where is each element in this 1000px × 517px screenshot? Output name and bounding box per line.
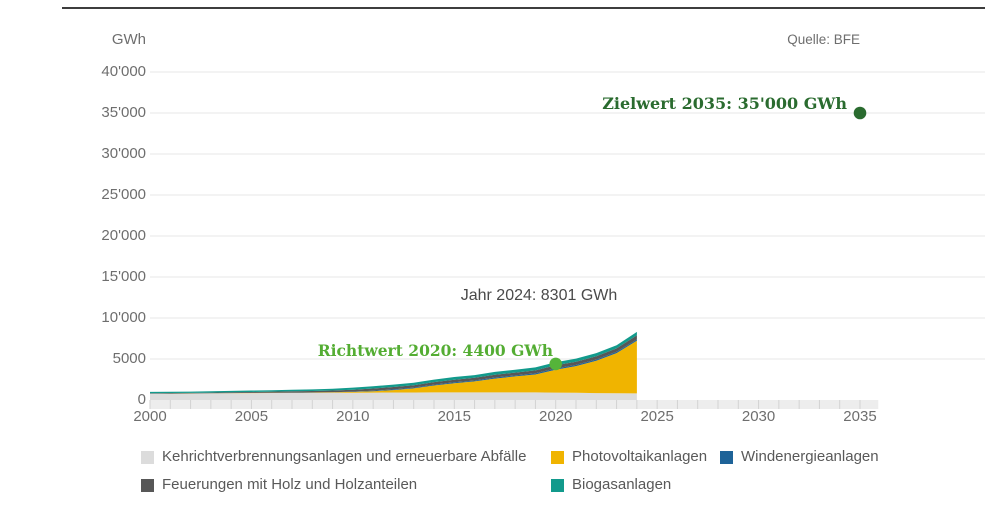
legend-label: Feuerungen mit Holz und Holzanteilen bbox=[162, 476, 418, 493]
y-tick-label-25000: 25'000 bbox=[101, 186, 146, 203]
y-tick-label-10000: 10'000 bbox=[101, 309, 146, 326]
annotation-richtwert-2020: Richtwert 2020: 4400 GWh bbox=[317, 341, 553, 360]
y-tick-label-30000: 30'000 bbox=[101, 145, 146, 162]
legend-item-photovoltaikanlagen[interactable]: Photovoltaikanlagen bbox=[551, 449, 707, 465]
x-tick-label-2020: 2020 bbox=[539, 408, 573, 425]
y-tick-label-20000: 20'000 bbox=[101, 227, 146, 244]
area-photovoltaikanlagen bbox=[150, 340, 637, 394]
legend-swatch-icon bbox=[720, 450, 733, 464]
x-tick-label-2005: 2005 bbox=[234, 408, 269, 425]
y-tick-label-40000: 40'000 bbox=[101, 63, 146, 80]
legend-label: Biogasanlagen bbox=[572, 476, 672, 493]
x-tick-label-2030: 2030 bbox=[741, 408, 776, 425]
legend-swatch-icon bbox=[141, 450, 154, 464]
stacked-area-chart bbox=[149, 71, 985, 409]
top-divider bbox=[62, 7, 985, 9]
y-tick-label-5000: 5000 bbox=[112, 350, 146, 367]
x-tick-label-2025: 2025 bbox=[640, 408, 674, 425]
y-tick-label-35000: 35'000 bbox=[101, 104, 146, 121]
legend-item-feuerungen-mit-holz-und-holzanteilen[interactable]: Feuerungen mit Holz und Holzanteilen bbox=[141, 477, 417, 493]
legend-swatch-icon bbox=[141, 478, 154, 492]
richtwert-2020-dot bbox=[549, 357, 563, 371]
source-label: Quelle: BFE bbox=[787, 32, 860, 47]
legend-label: Photovoltaikanlagen bbox=[572, 448, 708, 465]
x-tick-label-2000: 2000 bbox=[133, 408, 167, 425]
y-axis-title: GWh bbox=[111, 31, 146, 48]
legend-swatch-icon bbox=[551, 478, 564, 492]
x-tick-label-2015: 2015 bbox=[437, 408, 471, 425]
x-tick-label-2010: 2010 bbox=[336, 408, 370, 425]
legend-label: Windenergieanlagen bbox=[741, 448, 879, 465]
annotation-jahr-2024: Jahr 2024: 8301 GWh bbox=[460, 287, 618, 304]
y-tick-label-15000: 15'000 bbox=[101, 268, 146, 285]
x-axis-strip bbox=[150, 400, 879, 409]
legend-item-kehrichtverbrennungsanlagen-und-erneuerbare-abf-lle[interactable]: Kehrichtverbrennungsanlagen und erneuerb… bbox=[141, 449, 526, 465]
legend-swatch-icon bbox=[551, 450, 564, 464]
legend-item-biogasanlagen[interactable]: Biogasanlagen bbox=[551, 477, 671, 493]
area-kehrichtverbrennungsanlagen-und-erneuerbare-abf-lle bbox=[150, 392, 637, 400]
y-tick-label-0: 0 bbox=[137, 391, 146, 408]
legend-label: Kehrichtverbrennungsanlagen und erneuerb… bbox=[162, 448, 527, 465]
zielwert-2035-dot bbox=[853, 106, 867, 120]
x-tick-label-2035: 2035 bbox=[843, 408, 877, 425]
legend-item-windenergieanlagen[interactable]: Windenergieanlagen bbox=[720, 449, 879, 465]
annotation-zielwert-2035: Zielwert 2035: 35'000 GWh bbox=[602, 94, 847, 113]
